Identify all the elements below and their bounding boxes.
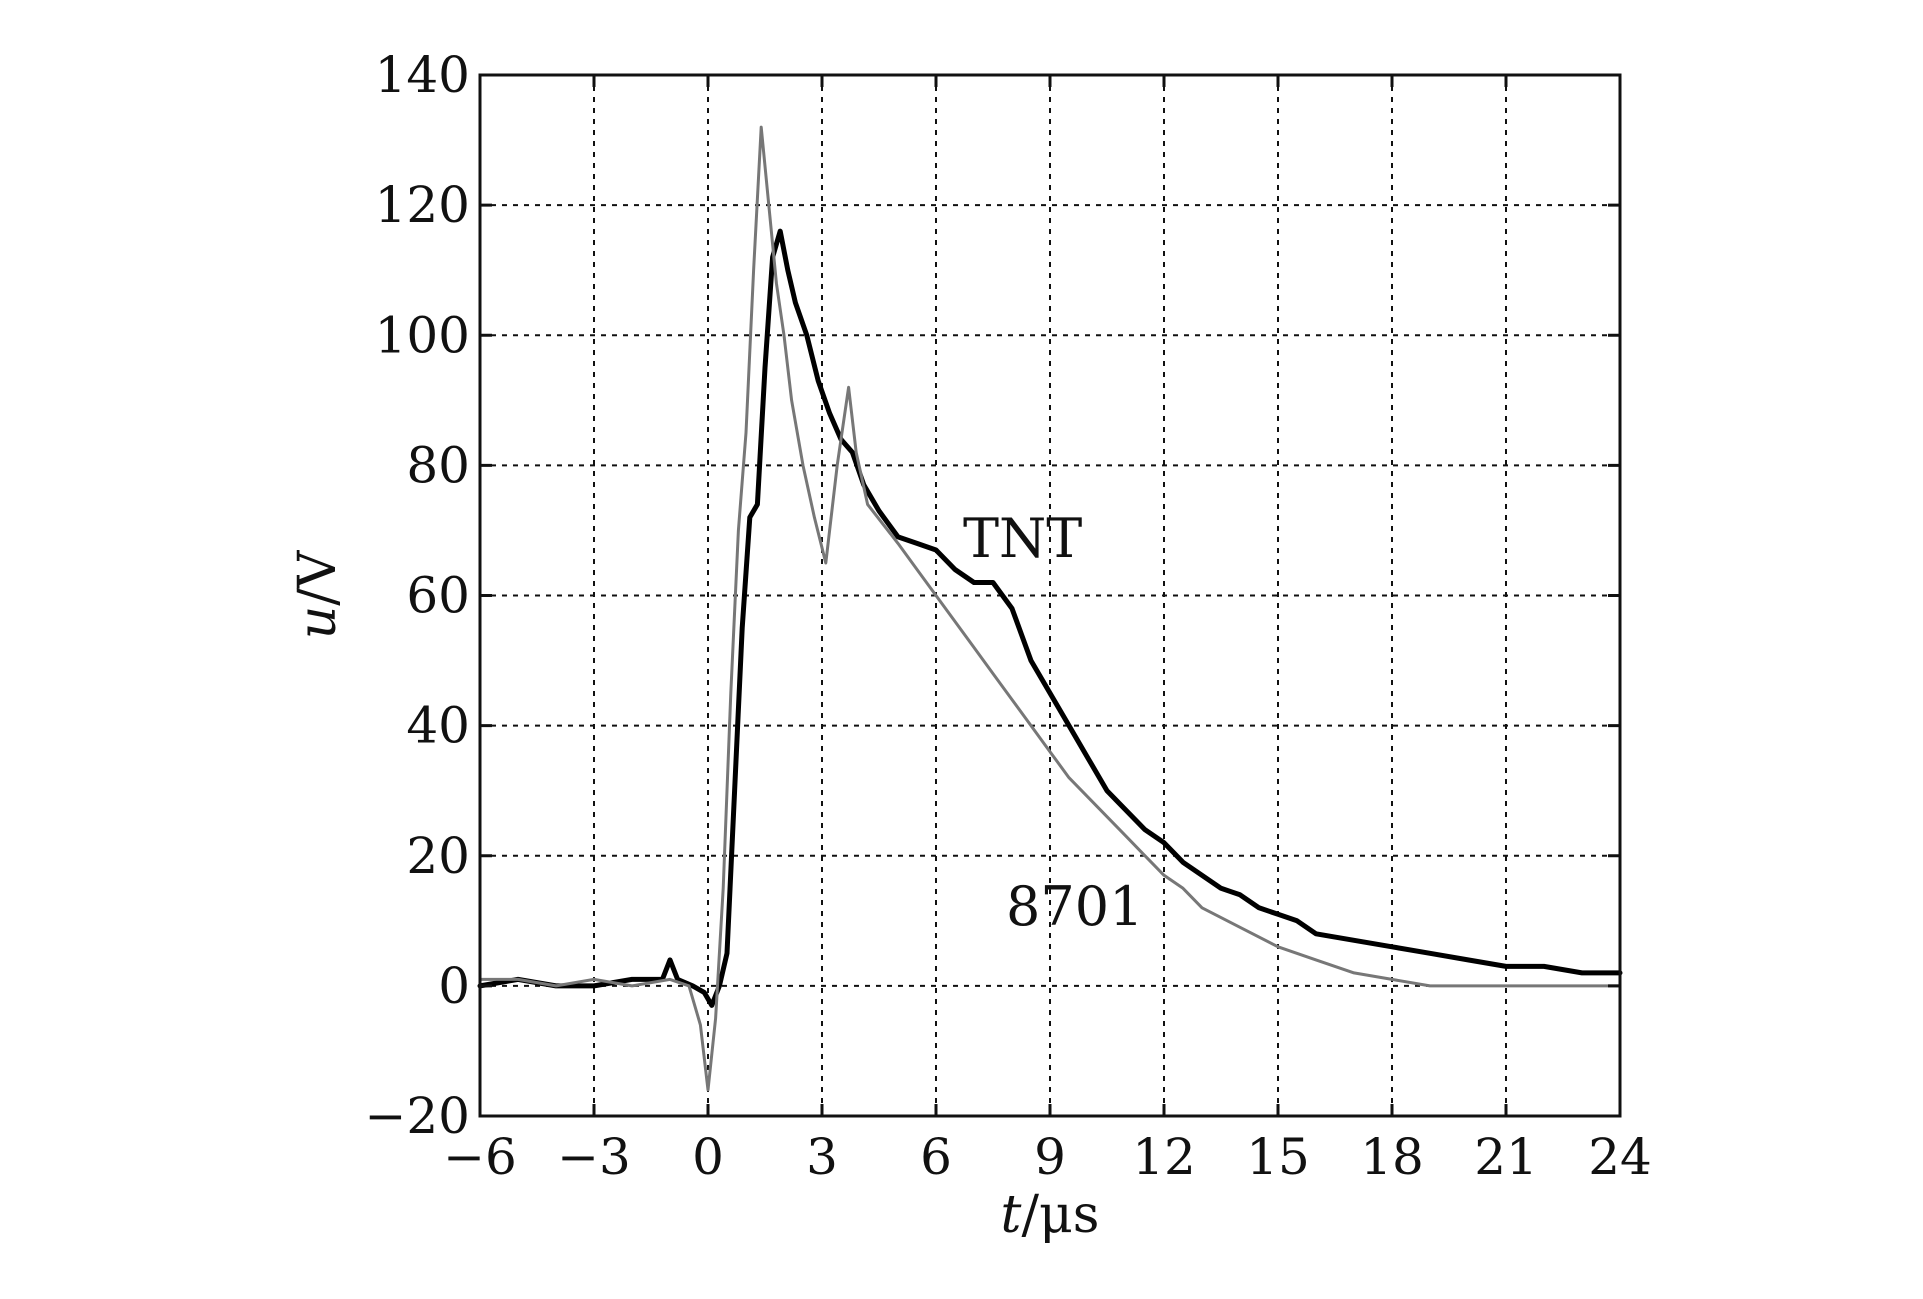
y-tick-label: 120 bbox=[375, 176, 470, 234]
grid-lines bbox=[480, 75, 1620, 1116]
y-axis-unit: /V bbox=[288, 549, 348, 606]
x-tick-label: 3 bbox=[806, 1128, 838, 1186]
y-tick-label: 80 bbox=[406, 436, 470, 494]
x-tick-labels: −6−303691215182124 bbox=[443, 1128, 1652, 1186]
y-axis-symbol: u bbox=[288, 606, 348, 640]
x-axis-symbol: t bbox=[1001, 1185, 1022, 1245]
x-axis-unit: /μs bbox=[1021, 1185, 1099, 1245]
y-axis-title: u/V bbox=[288, 549, 348, 639]
y-tick-label: 0 bbox=[438, 957, 470, 1015]
y-tick-label: 100 bbox=[375, 306, 470, 364]
y-tick-label: 140 bbox=[375, 46, 470, 104]
x-tick-label: 24 bbox=[1588, 1128, 1652, 1186]
x-tick-label: 0 bbox=[692, 1128, 724, 1186]
x-tick-label: −3 bbox=[557, 1128, 631, 1186]
series-label-8701: 8701 bbox=[1006, 875, 1143, 938]
x-tick-label: 12 bbox=[1132, 1128, 1196, 1186]
y-tick-labels: −20 0 20 40 60 80 100 120 140 bbox=[364, 46, 470, 1145]
x-tick-label: 9 bbox=[1034, 1128, 1066, 1186]
x-tick-label: 15 bbox=[1246, 1128, 1310, 1186]
y-tick-label: 20 bbox=[406, 827, 470, 885]
x-axis-title: t/μs bbox=[1001, 1185, 1100, 1245]
y-tick-label: 40 bbox=[406, 697, 470, 755]
y-tick-label: 60 bbox=[406, 567, 470, 625]
x-tick-label: 6 bbox=[920, 1128, 952, 1186]
x-tick-label: 18 bbox=[1360, 1128, 1424, 1186]
series-label-tnt: TNT bbox=[963, 507, 1082, 570]
y-tick-label: −20 bbox=[364, 1087, 470, 1145]
x-tick-label: 21 bbox=[1474, 1128, 1538, 1186]
